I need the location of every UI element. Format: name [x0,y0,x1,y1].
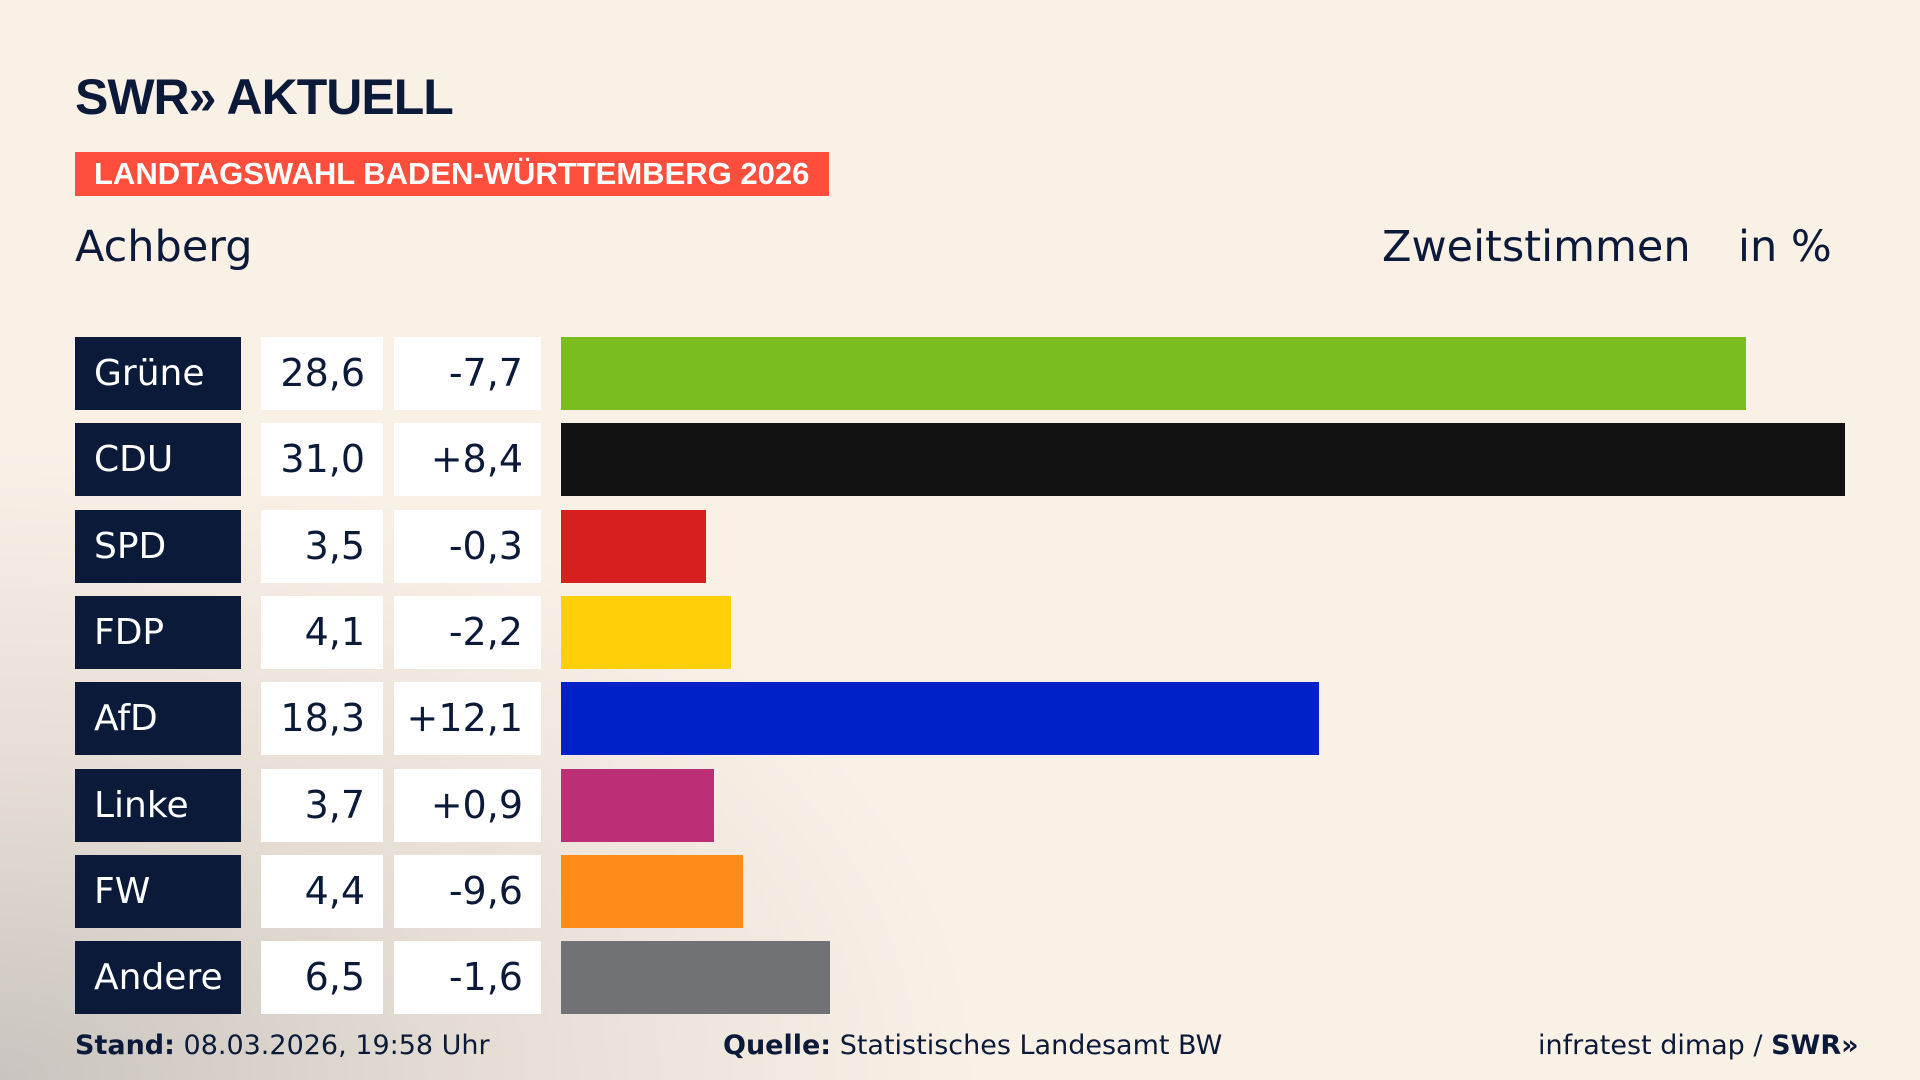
credit-text: infratest dimap / [1538,1030,1772,1061]
bar [561,854,744,928]
bar [561,682,1319,756]
timestamp: Stand: 08.03.2026, 19:58 Uhr [75,1030,490,1061]
diff-label: +8,4 [394,423,541,497]
region-title: Achberg [75,222,253,272]
diff-label: -9,6 [394,854,541,928]
bar-row: CDU 31,0 +8,4 [0,423,1920,497]
party-label: Linke [75,768,241,842]
bar-row: Grüne 28,6 -7,7 [0,337,1920,410]
bar [561,595,731,669]
diff-label: +12,1 [394,682,541,756]
diff-label: -2,2 [394,595,541,669]
bar [561,509,706,583]
bar-row: FDP 4,1 -2,2 [0,595,1920,669]
value-label: 31,0 [261,423,383,497]
election-banner: LANDTAGSWAHL BADEN-WÜRTTEMBERG 2026 [75,152,829,196]
diff-label: -1,6 [394,941,541,1015]
stand-value: 08.03.2026, 19:58 Uhr [183,1030,490,1061]
source: Quelle: Statistisches Landesamt BW [723,1030,1222,1061]
party-label: CDU [75,423,241,497]
bar [561,768,715,842]
party-label: Andere [75,941,241,1015]
bar-row: FW 4,4 -9,6 [0,854,1920,928]
bar-row: SPD 3,5 -0,3 [0,509,1920,583]
unit-label: in % [1738,222,1832,272]
value-label: 18,3 [261,682,383,756]
diff-label: +0,9 [394,768,541,842]
party-label: FDP [75,595,241,669]
stand-label: Stand: [75,1030,175,1061]
swr-logo: SWR» [1771,1030,1859,1061]
value-label: 3,7 [261,768,383,842]
party-label: FW [75,854,241,928]
party-label: Grüne [75,337,241,410]
credit: infratest dimap / SWR» [1538,1030,1859,1061]
bar-row: Andere 6,5 -1,6 [0,941,1920,1015]
source-label: Quelle: [723,1030,832,1061]
bar [561,941,831,1015]
source-value: Statistisches Landesamt BW [839,1030,1223,1061]
bar-row: AfD 18,3 +12,1 [0,682,1920,756]
bar [561,337,1746,410]
value-label: 4,1 [261,595,383,669]
bar-row: Linke 3,7 +0,9 [0,768,1920,842]
value-label: 6,5 [261,941,383,1015]
party-label: SPD [75,509,241,583]
value-label: 28,6 [261,337,383,410]
metric-label: Zweitstimmen [1382,222,1691,272]
bar [561,423,1845,497]
diff-label: -0,3 [394,509,541,583]
value-label: 3,5 [261,509,383,583]
value-label: 4,4 [261,854,383,928]
diff-label: -7,7 [394,337,541,410]
swr-aktuell-logo: SWR» AKTUELL [75,69,454,125]
party-label: AfD [75,682,241,756]
